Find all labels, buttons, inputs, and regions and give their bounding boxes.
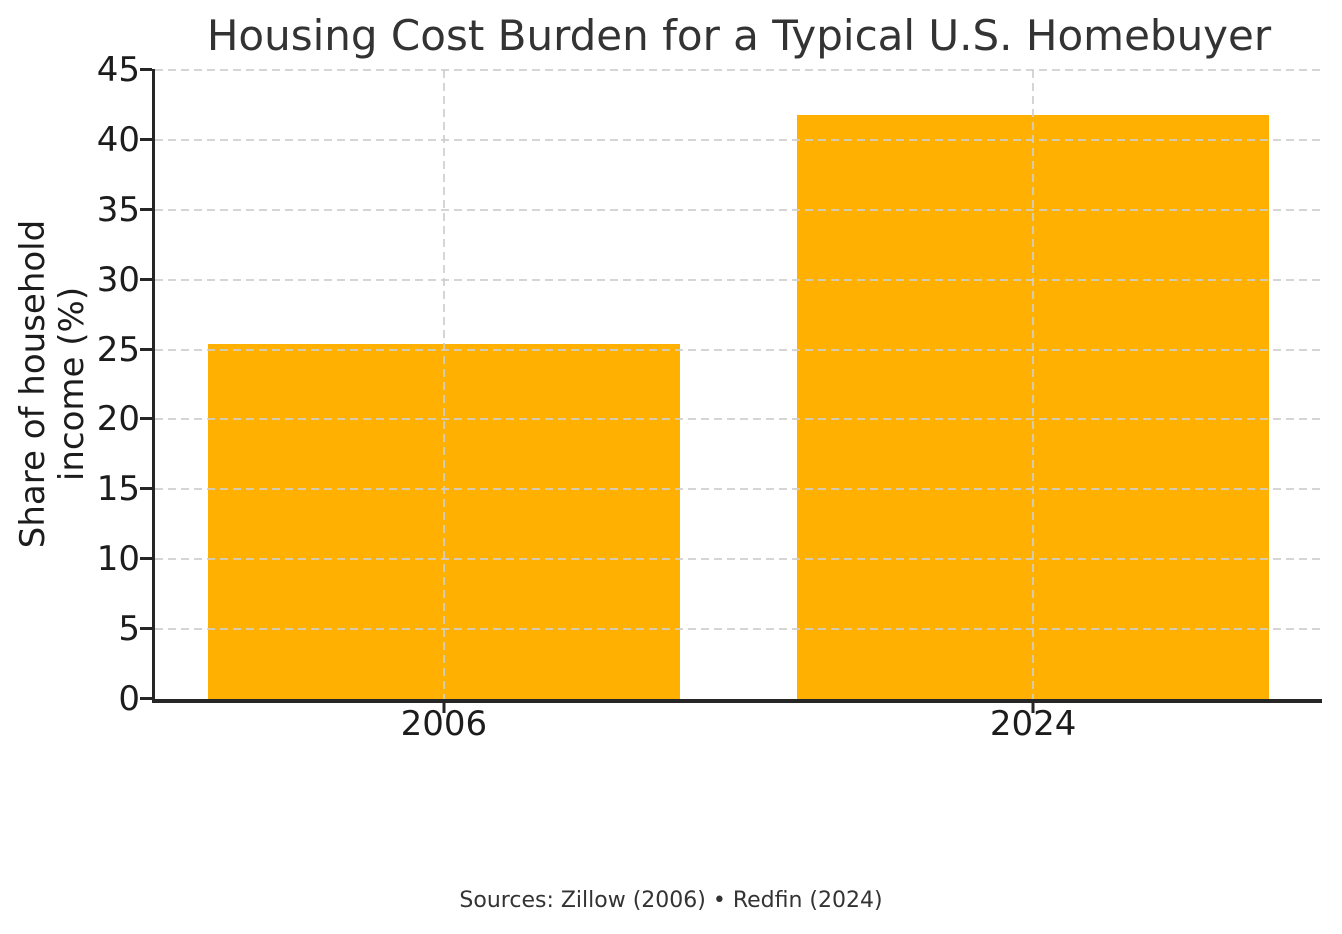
- gridline-x-2024: [1032, 70, 1035, 699]
- y-tick-mark-30: [140, 277, 152, 281]
- y-tick-mark-45: [140, 68, 152, 71]
- x-tick-labels: 2006 2024: [155, 707, 1322, 749]
- y-tick-mark-5: [140, 627, 152, 631]
- gridline-x-2006: [442, 70, 445, 699]
- source-note: Sources: Zillow (2006) • Redfin (2024): [459, 888, 883, 913]
- x-tick-mark-2006: [442, 703, 446, 713]
- gridline-y-10: [155, 558, 1322, 561]
- y-tick-mark-40: [140, 137, 152, 141]
- y-tick-mark-0: [140, 697, 152, 700]
- y-tick-label-40: 40: [96, 119, 140, 160]
- gridline-y-30: [155, 278, 1322, 281]
- y-tick-mark-35: [140, 207, 152, 211]
- y-tick-label-15: 15: [96, 469, 140, 510]
- y-axis-spine: [152, 69, 155, 703]
- x-tick-mark-2024: [1031, 703, 1035, 713]
- y-tick-label-20: 20: [96, 399, 140, 440]
- y-tick-mark-10: [140, 557, 152, 561]
- y-tick-label-45: 45: [96, 50, 140, 90]
- y-tick-mark-15: [140, 487, 152, 491]
- gridline-y-20: [155, 418, 1322, 421]
- y-tick-label-10: 10: [96, 539, 140, 580]
- y-tick-label-30: 30: [96, 259, 140, 300]
- y-tick-labels: 0 5 10 15 20 25 30 35 40 45: [0, 53, 140, 716]
- x-axis-spine: [152, 699, 1322, 703]
- y-tick-label-0: 0: [118, 679, 140, 719]
- gridline-y-25: [155, 348, 1322, 351]
- y-tick-label-25: 25: [96, 329, 140, 370]
- y-tick-mark-20: [140, 417, 152, 421]
- chart-title: Housing Cost Burden for a Typical U.S. H…: [206, 11, 1272, 60]
- gridline-y-40: [155, 138, 1322, 141]
- plot-area: [140, 68, 1322, 713]
- gridline-y-35: [155, 208, 1322, 211]
- gridline-y-45: [155, 69, 1322, 71]
- gridline-y-5: [155, 628, 1322, 631]
- gridline-y-15: [155, 488, 1322, 491]
- y-tick-label-35: 35: [96, 189, 140, 230]
- y-tick-label-5: 5: [118, 609, 140, 650]
- y-tick-mark-25: [140, 347, 152, 351]
